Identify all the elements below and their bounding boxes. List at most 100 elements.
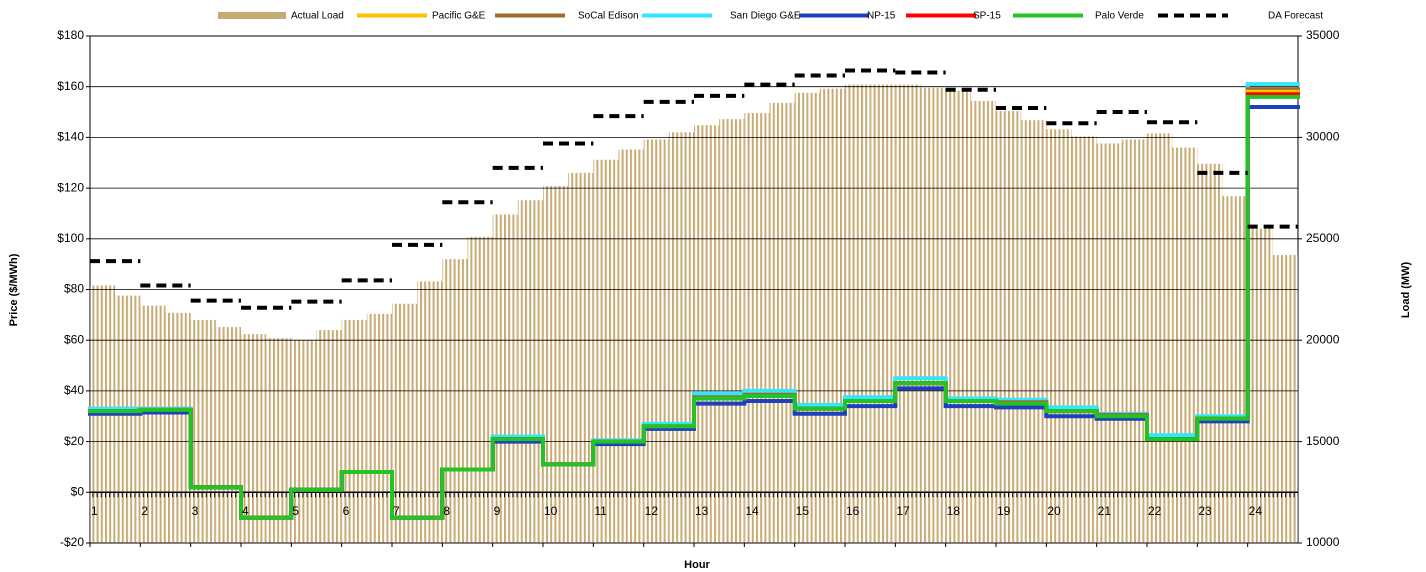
load-bar bbox=[945, 90, 971, 544]
load-bar bbox=[140, 305, 166, 543]
y2-tick-label: 20000 bbox=[1306, 332, 1340, 346]
x-tick-label: 24 bbox=[1249, 504, 1263, 518]
x-tick-label: 13 bbox=[695, 504, 709, 518]
y-axis-title: Price ($/MWh) bbox=[8, 253, 20, 326]
x-tick-label: 1 bbox=[91, 504, 98, 518]
y-tick-label: $40 bbox=[64, 383, 84, 397]
legend-label: DA Forecast bbox=[1268, 11, 1323, 22]
x-tick-label: 21 bbox=[1098, 504, 1112, 518]
load-bar bbox=[694, 125, 720, 544]
x-tick-label: 3 bbox=[192, 504, 199, 518]
y-tick-label: $140 bbox=[57, 130, 84, 144]
load-bar bbox=[115, 295, 141, 543]
load-bar bbox=[543, 186, 569, 543]
legend: Actual Load Pacific G&E SoCal Edison San Di… bbox=[218, 11, 1323, 22]
x-tick-label: 7 bbox=[393, 504, 400, 518]
load-bar bbox=[568, 172, 594, 543]
y-tick-label: $160 bbox=[57, 79, 84, 93]
load-bar bbox=[165, 312, 191, 543]
y-tick-label: $0 bbox=[71, 484, 85, 498]
x-tick-label: 22 bbox=[1148, 504, 1162, 518]
y-tick-label: -$20 bbox=[60, 535, 84, 549]
load-bar bbox=[1021, 120, 1047, 544]
x-axis-title: Hour bbox=[684, 559, 710, 571]
load-bar bbox=[870, 84, 896, 543]
x-tick-label: 19 bbox=[997, 504, 1011, 518]
load-bar bbox=[996, 111, 1022, 543]
legend-label: Actual Load bbox=[291, 11, 344, 22]
y2-tick-label: 15000 bbox=[1306, 434, 1340, 448]
x-tick-label: 18 bbox=[947, 504, 961, 518]
load-bar bbox=[442, 259, 468, 543]
load-bar bbox=[1071, 136, 1097, 544]
minor-ticks bbox=[90, 492, 1298, 498]
x-tick-label: 5 bbox=[292, 504, 299, 518]
x-tick-label: 6 bbox=[343, 504, 350, 518]
legend-label: Palo Verde bbox=[1095, 11, 1144, 22]
load-bar bbox=[744, 113, 770, 544]
x-tick-label: 11 bbox=[594, 504, 607, 518]
load-bar bbox=[266, 338, 292, 543]
x-tick-label: 20 bbox=[1047, 504, 1061, 518]
x-tick-label: 10 bbox=[544, 504, 558, 518]
x-tick-label: 17 bbox=[896, 504, 910, 518]
load-bar bbox=[1222, 196, 1248, 543]
x-tick-label: 16 bbox=[846, 504, 860, 518]
load-bar bbox=[1272, 255, 1298, 544]
load-bar bbox=[1121, 139, 1147, 544]
legend-swatch bbox=[218, 12, 286, 19]
x-tick-label: 15 bbox=[796, 504, 810, 518]
load-bar bbox=[845, 84, 871, 543]
load-bar bbox=[668, 132, 694, 543]
load-bar bbox=[366, 313, 392, 543]
load-bar bbox=[769, 102, 795, 543]
y2-tick-label: 10000 bbox=[1306, 535, 1340, 549]
load-bar bbox=[1096, 143, 1122, 543]
load-bar bbox=[392, 303, 418, 543]
load-bar bbox=[1172, 147, 1198, 544]
y-tick-label: $120 bbox=[57, 180, 84, 194]
load-bar bbox=[1046, 129, 1072, 543]
load-bar bbox=[719, 119, 745, 543]
y-tick-label: $60 bbox=[64, 332, 84, 346]
x-tick-label: 8 bbox=[443, 504, 450, 518]
x-tick-label: 14 bbox=[745, 504, 759, 518]
load-bar bbox=[517, 200, 543, 543]
load-bar bbox=[316, 330, 342, 543]
y-tick-label: $100 bbox=[57, 231, 84, 245]
load-bar bbox=[190, 319, 216, 543]
y2-tick-label: 35000 bbox=[1306, 28, 1340, 42]
legend-label: SP-15 bbox=[973, 11, 1001, 22]
load-bar bbox=[643, 139, 669, 544]
x-tick-label: 2 bbox=[141, 504, 148, 518]
load-bar bbox=[794, 92, 820, 543]
legend-label: Pacific G&E bbox=[432, 11, 486, 22]
legend-label: San Diego G&E bbox=[730, 11, 801, 22]
load-bar bbox=[341, 319, 367, 543]
load-bar bbox=[241, 334, 267, 543]
x-tick-label: 4 bbox=[242, 504, 249, 518]
load-bar bbox=[492, 214, 518, 544]
y-tick-label: $180 bbox=[57, 28, 84, 42]
load-bar bbox=[593, 159, 619, 543]
y2-tick-label: 25000 bbox=[1306, 231, 1340, 245]
y2-axis-title: Load (MW) bbox=[1400, 262, 1412, 319]
load-bar bbox=[215, 327, 241, 543]
legend-label: SoCal Edison bbox=[578, 11, 639, 22]
load-bar bbox=[970, 100, 996, 544]
load-bar bbox=[819, 88, 845, 543]
load-bar bbox=[895, 84, 921, 543]
y2-tick-label: 30000 bbox=[1306, 130, 1340, 144]
load-bar bbox=[1147, 133, 1173, 543]
x-tick-label: 12 bbox=[645, 504, 659, 518]
y-tick-label: $80 bbox=[64, 282, 84, 296]
legend-label: NP-15 bbox=[867, 11, 896, 22]
x-tick-label: 9 bbox=[494, 504, 501, 518]
x-tick-label: 23 bbox=[1198, 504, 1212, 518]
load-bar bbox=[618, 149, 644, 543]
load-bar bbox=[1197, 163, 1223, 543]
load-bar bbox=[1247, 228, 1273, 543]
load-bar bbox=[920, 87, 946, 544]
y-tick-label: $20 bbox=[64, 434, 84, 448]
